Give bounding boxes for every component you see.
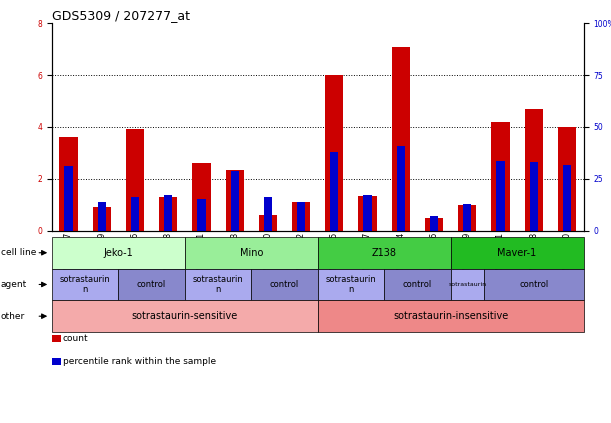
Bar <box>330 152 338 231</box>
Bar <box>126 129 144 231</box>
Bar <box>264 198 272 231</box>
Bar <box>164 195 172 231</box>
Bar <box>197 200 205 231</box>
Bar <box>64 166 73 231</box>
Bar <box>225 170 244 231</box>
Bar <box>325 75 343 231</box>
Bar <box>192 163 211 231</box>
Bar <box>530 162 538 231</box>
Bar <box>258 215 277 231</box>
Text: Z138: Z138 <box>371 248 397 258</box>
Text: agent: agent <box>1 280 27 289</box>
Bar <box>359 195 377 231</box>
Bar <box>93 207 111 231</box>
Text: percentile rank within the sample: percentile rank within the sample <box>63 357 216 366</box>
Bar <box>397 146 405 231</box>
Bar <box>496 161 505 231</box>
Text: control: control <box>519 280 548 289</box>
Bar <box>558 127 576 231</box>
Bar <box>491 122 510 231</box>
Text: control: control <box>270 280 299 289</box>
Text: Jeko-1: Jeko-1 <box>103 248 133 258</box>
Text: sotrastaurin
n: sotrastaurin n <box>326 275 376 294</box>
Bar <box>297 201 306 231</box>
Bar <box>364 195 371 231</box>
Text: sotrastaurin-sensitive: sotrastaurin-sensitive <box>132 311 238 321</box>
Bar <box>425 217 443 231</box>
Bar <box>98 201 106 231</box>
Bar <box>292 202 310 231</box>
Text: other: other <box>1 312 25 321</box>
Bar <box>430 216 438 231</box>
Text: count: count <box>63 334 89 343</box>
Bar <box>159 197 177 231</box>
Bar <box>524 109 543 231</box>
Bar <box>59 137 78 231</box>
Bar <box>563 165 571 231</box>
Text: cell line: cell line <box>1 248 36 257</box>
Text: sotrastaurin
n: sotrastaurin n <box>192 275 243 294</box>
Text: Maver-1: Maver-1 <box>497 248 536 258</box>
Text: GDS5309 / 207277_at: GDS5309 / 207277_at <box>52 9 190 22</box>
Text: Mino: Mino <box>240 248 263 258</box>
Text: sotrastaurin: sotrastaurin <box>448 282 486 287</box>
Bar <box>463 203 471 231</box>
Bar <box>458 205 477 231</box>
Text: sotrastaurin
n: sotrastaurin n <box>60 275 111 294</box>
Text: control: control <box>403 280 432 289</box>
Bar <box>392 47 410 231</box>
Text: control: control <box>137 280 166 289</box>
Bar <box>131 198 139 231</box>
Text: sotrastaurin-insensitive: sotrastaurin-insensitive <box>393 311 508 321</box>
Bar <box>230 171 239 231</box>
